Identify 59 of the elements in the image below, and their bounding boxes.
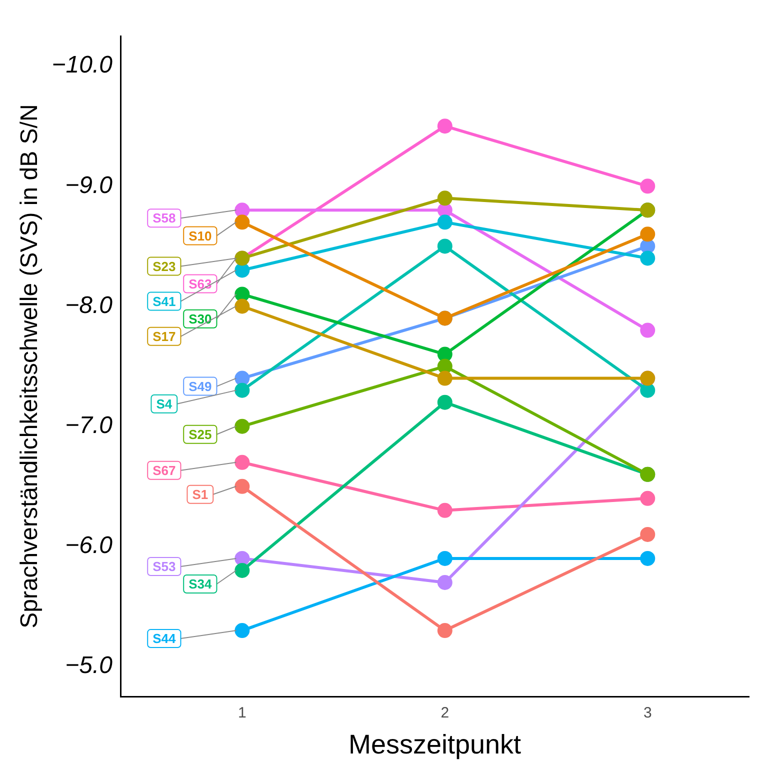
x-tick-label: 2 (440, 704, 450, 722)
series-label: S34 (188, 576, 212, 592)
point (437, 214, 452, 230)
text: S17 (152, 328, 176, 344)
point (437, 394, 452, 410)
point (640, 250, 656, 266)
point (640, 178, 656, 194)
y-tick-label: −6.0 (65, 532, 114, 560)
point (234, 370, 250, 386)
point (437, 370, 452, 386)
text: S41 (152, 294, 176, 309)
x-tick-label: 1 (238, 704, 246, 722)
point (234, 298, 250, 314)
point (234, 286, 250, 302)
text: S1 (192, 486, 208, 502)
series-label: S49 (188, 378, 212, 394)
series-label: S25 (188, 426, 212, 442)
point (640, 226, 656, 242)
text: S4 (156, 396, 173, 412)
y-tick-label: −7.0 (65, 412, 114, 440)
point (437, 346, 452, 362)
point (234, 550, 250, 566)
point (234, 382, 250, 398)
point (234, 623, 250, 638)
point (437, 190, 452, 206)
point (437, 358, 452, 374)
text: S58 (152, 210, 176, 226)
point (640, 490, 656, 506)
point (437, 574, 452, 590)
point (234, 202, 250, 218)
point (234, 454, 250, 470)
y-tick-label: −10.0 (52, 52, 114, 79)
point (234, 478, 250, 494)
point (437, 118, 452, 134)
y-tick-label: −9.0 (65, 172, 114, 199)
text: S53 (152, 559, 176, 574)
y-tick-label: −5.0 (65, 652, 114, 680)
y-axis-title: Sprachverständlichkeitsschwelle (SVS) in dB S/N (16, 104, 44, 628)
text: S67 (152, 462, 176, 478)
x-tick-label: 3 (643, 704, 652, 722)
point (640, 526, 656, 542)
point (640, 550, 656, 566)
text: S23 (152, 258, 176, 274)
point (437, 502, 452, 518)
text: S30 (188, 311, 212, 326)
y-tick-label: −8.0 (65, 292, 114, 319)
point (234, 262, 250, 278)
text: S63 (188, 276, 212, 292)
point (437, 550, 452, 566)
point (437, 238, 452, 254)
point (234, 214, 250, 230)
point (234, 418, 250, 434)
point (640, 382, 656, 398)
x-axis-title: Messzeitpunkt (348, 729, 522, 760)
series-label: S10 (188, 228, 212, 244)
point (234, 562, 250, 578)
point (437, 623, 452, 638)
point (640, 322, 656, 338)
text: S44 (152, 631, 176, 646)
